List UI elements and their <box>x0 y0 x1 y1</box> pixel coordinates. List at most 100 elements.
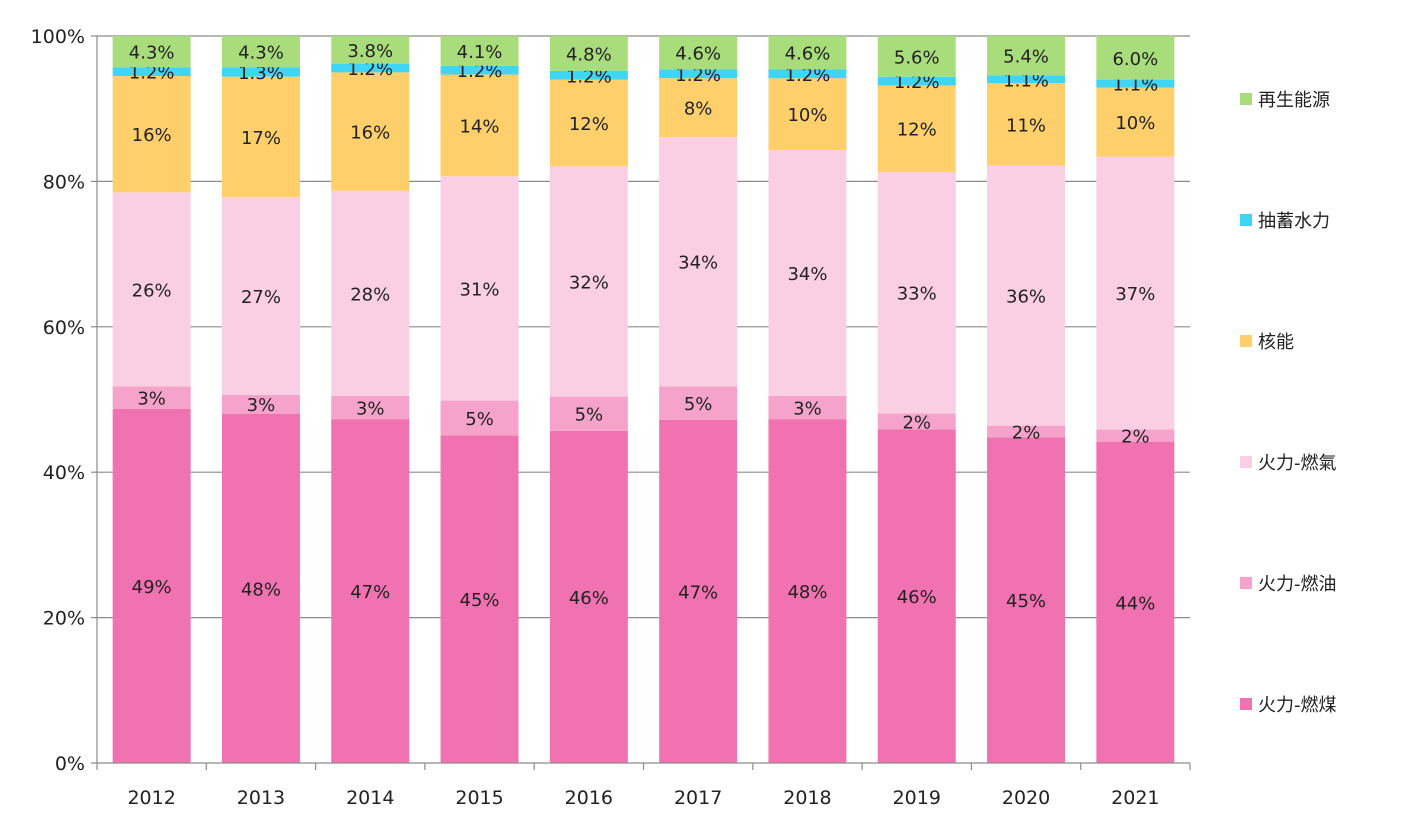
data-label: 46% <box>569 588 609 609</box>
bar-segment <box>987 75 1066 84</box>
data-label: 4.6% <box>785 44 831 65</box>
y-tick-label: 80% <box>43 171 85 193</box>
bar-segment <box>331 36 410 64</box>
bar-segment <box>549 166 628 397</box>
bar-segment <box>877 429 956 763</box>
legend-label: 再生能源 <box>1258 90 1330 111</box>
data-label: 16% <box>350 123 390 144</box>
data-label: 27% <box>241 287 281 308</box>
y-tick-label: 40% <box>43 462 85 484</box>
bar-segment <box>659 419 738 763</box>
data-label: 3% <box>793 398 822 419</box>
bar-segment <box>331 190 410 396</box>
bar-segment <box>440 65 519 75</box>
data-label: 47% <box>678 582 718 603</box>
data-label: 34% <box>678 253 718 274</box>
data-label: 45% <box>1006 591 1046 612</box>
bar-segment <box>659 78 738 138</box>
data-label: 48% <box>787 582 827 603</box>
y-tick-label: 60% <box>43 317 85 339</box>
data-label: 8% <box>684 99 713 120</box>
bar-segment <box>221 36 300 68</box>
data-label: 1.2% <box>457 61 503 82</box>
data-label: 33% <box>897 284 937 305</box>
data-label: 6.0% <box>1112 49 1158 70</box>
bar-segment <box>987 165 1066 426</box>
bar-segment <box>1096 441 1175 763</box>
bar-segment <box>659 386 738 420</box>
data-label: 4.8% <box>566 44 612 65</box>
data-label: 17% <box>241 128 281 149</box>
bar-segment <box>331 419 410 763</box>
bar-segment <box>549 70 628 80</box>
bar-segment <box>987 83 1066 166</box>
bar-segment <box>112 36 191 68</box>
bar-segment <box>221 197 300 395</box>
legend-label: 核能 <box>1258 332 1294 353</box>
legend-swatch <box>1240 214 1252 226</box>
bar-segment <box>877 171 956 414</box>
data-label: 16% <box>132 125 172 146</box>
y-tick-label: 100% <box>31 26 85 48</box>
data-label: 3% <box>356 398 385 419</box>
data-label: 14% <box>460 116 500 137</box>
x-tick-label: 2012 <box>127 787 175 809</box>
bar-segment <box>987 425 1066 438</box>
data-label: 12% <box>897 120 937 141</box>
bar-segment <box>549 430 628 763</box>
bar-segment <box>987 437 1066 763</box>
bar-segment <box>549 396 628 431</box>
bar-segment <box>877 36 956 77</box>
bar-segment <box>1096 79 1175 88</box>
bar-segment <box>221 67 300 77</box>
data-label: 44% <box>1115 593 1155 614</box>
bar-segment <box>440 435 519 763</box>
bar-segment <box>877 85 956 172</box>
data-label: 31% <box>460 279 500 300</box>
bar-segment <box>1096 36 1175 80</box>
data-label: 5% <box>684 394 713 415</box>
data-label: 4.1% <box>457 42 503 63</box>
data-label: 1.2% <box>675 65 721 86</box>
data-label: 47% <box>350 582 390 603</box>
y-tick-label: 0% <box>55 753 85 775</box>
legend-swatch <box>1240 456 1252 468</box>
bar-segment <box>549 79 628 167</box>
x-tick-label: 2014 <box>346 787 394 809</box>
x-tick-label: 2020 <box>1002 787 1050 809</box>
x-tick-label: 2017 <box>674 787 722 809</box>
bar-segment <box>768 395 847 420</box>
bar-segment <box>1096 429 1175 442</box>
data-label: 5% <box>575 405 604 426</box>
bar-segment <box>987 36 1066 76</box>
data-label: 1.2% <box>894 72 940 93</box>
bar-segment <box>877 413 956 430</box>
data-label: 1.3% <box>238 63 284 84</box>
legend-label: 火力-燃氣 <box>1258 453 1337 474</box>
legend-label: 抽蓄水力 <box>1258 211 1330 232</box>
data-label: 2% <box>902 412 931 433</box>
bar-segment <box>659 36 738 70</box>
data-label: 5.4% <box>1003 47 1049 68</box>
data-label: 1.2% <box>566 66 612 87</box>
bar-segment <box>331 395 410 420</box>
bar-segment <box>440 36 519 66</box>
legend-swatch <box>1240 577 1252 589</box>
x-tick-label: 2018 <box>783 787 831 809</box>
data-label: 28% <box>350 284 390 305</box>
data-label: 1.2% <box>785 65 831 86</box>
data-label: 1.2% <box>129 63 175 84</box>
y-tick-label: 20% <box>43 608 85 630</box>
bar-segment <box>1096 156 1175 430</box>
bar-segment <box>112 75 191 193</box>
data-label: 12% <box>569 114 609 135</box>
bar-segment <box>877 76 956 86</box>
bar-segment <box>112 67 191 76</box>
legend-swatch <box>1240 93 1252 105</box>
data-label: 48% <box>241 579 281 600</box>
bar-segment <box>331 63 410 73</box>
bar-segment <box>112 192 191 387</box>
bar-segment <box>1096 87 1175 157</box>
